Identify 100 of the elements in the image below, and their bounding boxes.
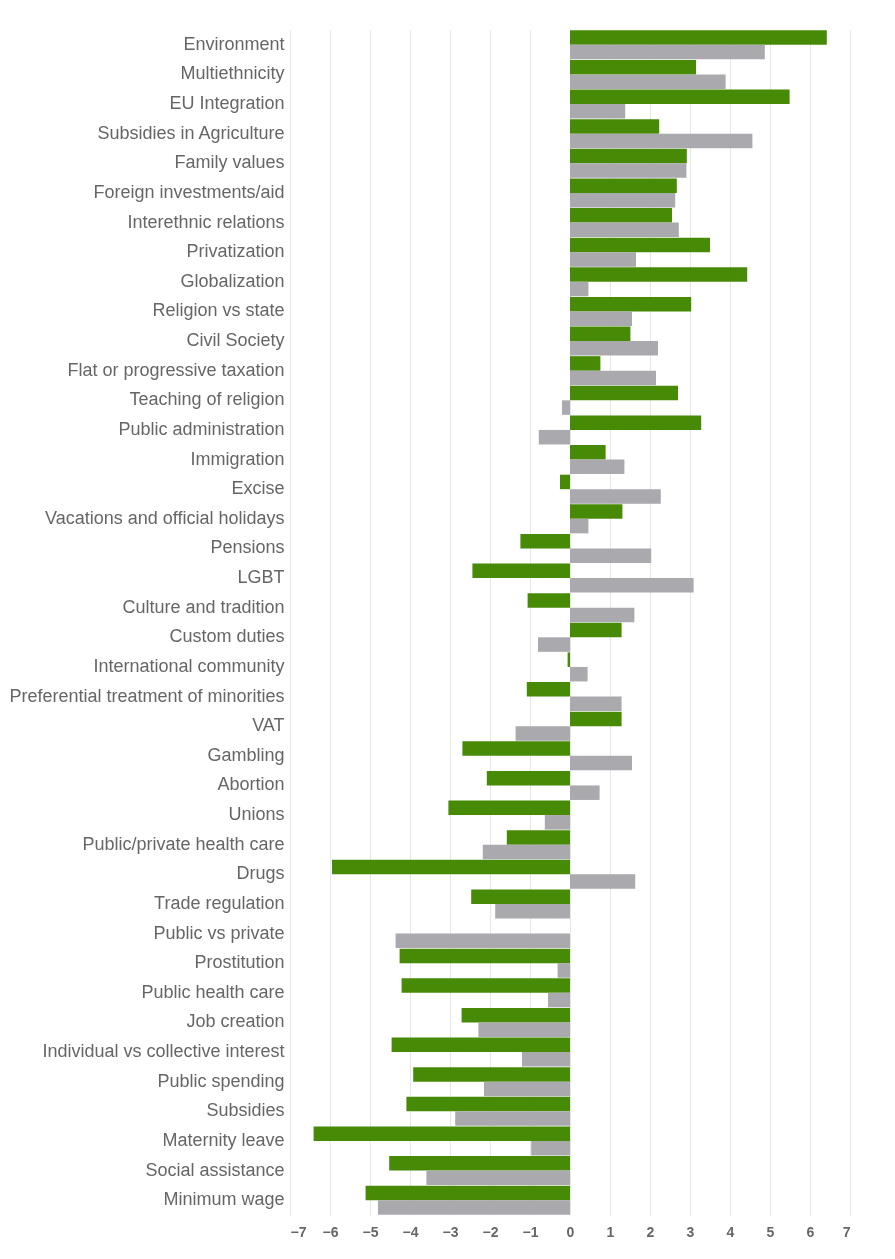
- bar: [570, 459, 625, 475]
- x-tick-label: −1: [522, 1223, 539, 1240]
- bar: [570, 178, 677, 193]
- x-tick-label: 3: [686, 1223, 695, 1240]
- bar: [313, 1126, 570, 1141]
- bar: [570, 504, 623, 519]
- bar: [395, 933, 570, 949]
- y-tick-label: Teaching of religion: [129, 389, 285, 410]
- bar: [570, 548, 652, 563]
- bar: [570, 192, 676, 208]
- y-tick-label: Public health care: [141, 981, 285, 1002]
- bar: [522, 1052, 570, 1067]
- bar: [570, 237, 710, 253]
- bar: [515, 726, 570, 741]
- bar: [544, 815, 570, 830]
- x-tick-label: 4: [726, 1223, 735, 1240]
- bar: [391, 1037, 570, 1053]
- y-tick-label: Vacations and official holidays: [45, 507, 285, 528]
- bar: [570, 148, 687, 164]
- bar: [570, 208, 672, 223]
- x-tick-label: −4: [402, 1223, 419, 1240]
- bar: [570, 666, 588, 682]
- x-tick-label: −7: [290, 1223, 307, 1240]
- bar: [560, 474, 570, 490]
- bar: [570, 252, 636, 267]
- bar: [570, 89, 790, 105]
- y-tick-label: VAT: [252, 715, 285, 736]
- x-tick-label: −5: [362, 1223, 379, 1240]
- bar: [455, 1111, 570, 1126]
- bar: [401, 978, 570, 993]
- y-tick-label: Civil Society: [186, 330, 285, 351]
- bar: [570, 74, 726, 89]
- y-tick-label: Trade regulation: [154, 892, 285, 913]
- x-tick-label: −3: [442, 1223, 459, 1240]
- bar: [495, 903, 570, 919]
- bar: [570, 341, 658, 356]
- bar: [520, 533, 570, 549]
- y-tick-label: Environment: [183, 33, 285, 54]
- bar: [570, 489, 661, 504]
- bar: [406, 1096, 570, 1112]
- bar: [557, 963, 570, 978]
- y-tick-label: Custom duties: [169, 626, 285, 647]
- x-tick-label: 2: [646, 1223, 655, 1240]
- y-tick-label: Privatization: [186, 241, 285, 262]
- bar: [570, 30, 827, 45]
- y-tick-label: Gambling: [207, 744, 285, 765]
- bar: [570, 296, 692, 312]
- y-tick-label: Abortion: [217, 774, 285, 795]
- bar: [472, 563, 570, 579]
- bar: [471, 889, 570, 904]
- y-tick-label: Public/private health care: [82, 833, 285, 854]
- y-tick-label: International community: [93, 655, 285, 676]
- bar: [562, 400, 570, 415]
- bar: [570, 711, 622, 727]
- bar: [332, 859, 570, 875]
- y-tick-label: Subsidies in Agriculture: [97, 122, 285, 143]
- bar: [527, 593, 570, 608]
- bar: [570, 385, 678, 401]
- bar: [484, 1081, 570, 1097]
- y-tick-label: Subsidies: [206, 1100, 285, 1121]
- bar: [448, 800, 570, 816]
- bar: [426, 1170, 570, 1186]
- bar: [570, 445, 606, 460]
- x-tick-label: −2: [482, 1223, 499, 1240]
- y-tick-label: Interethnic relations: [127, 211, 285, 232]
- x-tick-label: 7: [842, 1223, 851, 1240]
- bar: [570, 518, 589, 534]
- bar: [462, 741, 570, 756]
- y-tick-label: Public vs private: [153, 922, 285, 943]
- bar: [538, 429, 570, 445]
- y-tick-label: Culture and tradition: [122, 596, 285, 617]
- bar: [482, 844, 570, 860]
- bar: [570, 44, 765, 60]
- bar: [570, 59, 696, 75]
- y-tick-label: Flat or progressive taxation: [67, 359, 285, 380]
- bar: [570, 874, 636, 889]
- y-tick-label: Public spending: [157, 1070, 285, 1091]
- bar: [461, 1007, 570, 1023]
- x-tick-label: 5: [766, 1223, 775, 1240]
- y-tick-label: Social assistance: [145, 1159, 285, 1180]
- bar: [365, 1185, 570, 1201]
- y-tick-label: Multiethnicity: [180, 63, 285, 84]
- bar: [570, 326, 631, 342]
- y-tick-label: Religion vs state: [152, 300, 285, 321]
- bar: [378, 1200, 570, 1215]
- bar: [570, 607, 635, 623]
- bar: [531, 1140, 570, 1156]
- x-tick-label: −6: [322, 1223, 339, 1240]
- bar: [570, 281, 589, 297]
- bar: [570, 311, 632, 326]
- bar: [570, 415, 702, 430]
- bar: [486, 770, 570, 786]
- bar: [570, 222, 679, 238]
- y-tick-label: Preferential treatment of minorities: [9, 685, 285, 706]
- bar: [570, 578, 694, 593]
- y-tick-label: Maternity leave: [162, 1129, 285, 1150]
- y-tick-label: Prostitution: [194, 952, 285, 973]
- y-tick-label: Family values: [174, 152, 285, 173]
- bar: [570, 104, 626, 119]
- bar: [570, 755, 632, 771]
